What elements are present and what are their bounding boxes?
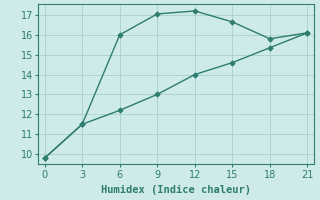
X-axis label: Humidex (Indice chaleur): Humidex (Indice chaleur) [101,185,251,195]
